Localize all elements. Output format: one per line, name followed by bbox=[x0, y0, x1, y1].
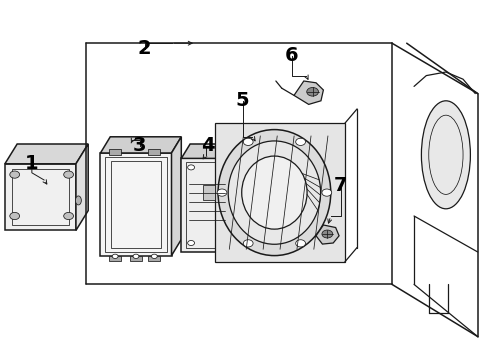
Polygon shape bbox=[100, 153, 172, 256]
Polygon shape bbox=[215, 123, 345, 262]
Circle shape bbox=[10, 171, 20, 178]
Circle shape bbox=[220, 240, 226, 246]
Polygon shape bbox=[172, 137, 181, 256]
Circle shape bbox=[133, 254, 139, 258]
Text: 7: 7 bbox=[334, 176, 347, 195]
Circle shape bbox=[151, 254, 157, 258]
Text: 5: 5 bbox=[236, 91, 249, 110]
Polygon shape bbox=[181, 158, 233, 252]
Ellipse shape bbox=[228, 141, 320, 244]
Polygon shape bbox=[203, 185, 215, 200]
Circle shape bbox=[188, 165, 195, 170]
Polygon shape bbox=[5, 164, 76, 230]
Circle shape bbox=[244, 138, 253, 145]
Bar bbox=[12, 169, 69, 225]
Text: 4: 4 bbox=[201, 136, 215, 155]
Ellipse shape bbox=[218, 130, 331, 256]
Polygon shape bbox=[316, 225, 339, 244]
Bar bbox=[148, 149, 160, 155]
Bar bbox=[109, 149, 121, 155]
Circle shape bbox=[64, 212, 74, 220]
Bar bbox=[148, 256, 160, 261]
Ellipse shape bbox=[75, 196, 81, 205]
Circle shape bbox=[10, 212, 20, 220]
Circle shape bbox=[220, 165, 226, 170]
Bar bbox=[105, 157, 167, 252]
Text: 1: 1 bbox=[25, 154, 39, 173]
Polygon shape bbox=[181, 144, 242, 158]
Circle shape bbox=[188, 240, 195, 246]
Ellipse shape bbox=[421, 101, 470, 209]
Circle shape bbox=[112, 254, 118, 258]
Polygon shape bbox=[233, 144, 242, 252]
Polygon shape bbox=[294, 81, 323, 104]
Circle shape bbox=[244, 240, 253, 247]
Circle shape bbox=[295, 240, 305, 247]
Circle shape bbox=[307, 87, 318, 96]
Text: 6: 6 bbox=[285, 46, 298, 65]
Bar bbox=[130, 256, 142, 261]
Circle shape bbox=[217, 189, 227, 196]
Text: 3: 3 bbox=[133, 136, 147, 155]
Circle shape bbox=[295, 138, 305, 145]
Bar bbox=[111, 161, 161, 248]
Bar bbox=[109, 256, 121, 261]
Circle shape bbox=[322, 189, 332, 196]
Ellipse shape bbox=[242, 156, 307, 229]
Circle shape bbox=[64, 171, 74, 178]
Bar bbox=[186, 162, 228, 248]
Polygon shape bbox=[100, 137, 181, 153]
Polygon shape bbox=[5, 144, 88, 164]
Circle shape bbox=[322, 230, 333, 238]
Polygon shape bbox=[76, 144, 88, 230]
Text: 2: 2 bbox=[138, 39, 151, 58]
